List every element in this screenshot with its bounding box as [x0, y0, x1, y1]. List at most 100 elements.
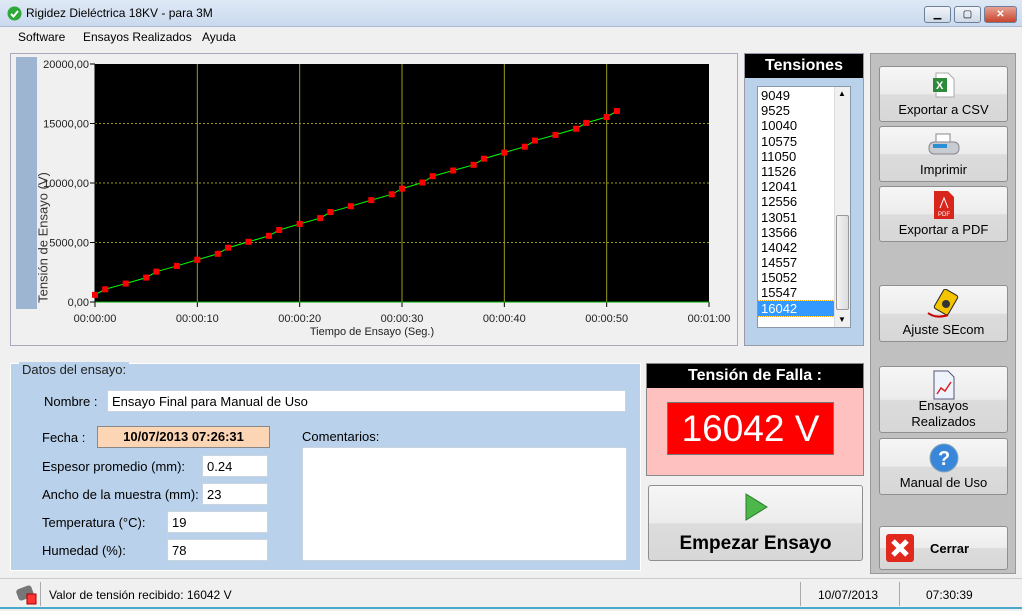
x-axis-label: Tiempo de Ensayo (Seg.) [310, 326, 434, 338]
data-point [603, 113, 610, 120]
tension-list-item[interactable]: 12556 [761, 194, 798, 210]
tension-list-item[interactable]: 14557 [761, 255, 798, 271]
data-point [122, 280, 129, 287]
window-title: Rigidez Dieléctrica 18KV - para 3M [26, 6, 213, 20]
x-tick-label: 00:00:30 [381, 313, 424, 325]
data-point [194, 256, 201, 263]
data-point [613, 108, 620, 115]
tension-list-item[interactable]: 11050 [761, 148, 797, 164]
tensiones-listbox[interactable]: 9049 9525 10040 10575 11050 11526 12041 12556 13… [757, 86, 851, 328]
nombre-input[interactable]: Ensayo Final para Manual de Uso [107, 390, 626, 412]
data-point [102, 286, 109, 293]
x-tick-label: 00:00:10 [176, 313, 219, 325]
listbox-scrollbar[interactable]: ▲ ▼ [834, 87, 850, 327]
tension-list-item[interactable]: 15547 [761, 285, 798, 301]
datos-legend: Datos del ensayo: [19, 362, 130, 377]
x-tick-label: 00:00:50 [585, 313, 628, 325]
chart-document-icon [933, 370, 954, 400]
tension-list-item[interactable]: 11526 [761, 163, 797, 179]
data-point [429, 173, 436, 180]
scroll-up-icon[interactable]: ▲ [838, 89, 846, 98]
svg-text:X: X [936, 80, 944, 92]
menu-ensayos-realizados[interactable]: Ensayos Realizados [83, 30, 192, 44]
export-pdf-button[interactable]: PDF Exportar a PDF [879, 186, 1008, 242]
fecha-label: Fecha : [42, 430, 86, 445]
tension-list-item[interactable]: 9525 [761, 103, 790, 119]
tension-list-item[interactable]: 14042 [761, 239, 798, 255]
temperatura-label: Temperatura (°C): [42, 515, 146, 530]
help-icon: ? [929, 443, 958, 473]
data-point [572, 125, 579, 132]
tension-list-item[interactable]: 9049 [761, 88, 790, 103]
scroll-down-icon[interactable]: ▼ [838, 315, 846, 324]
ancho-input[interactable]: 23 [202, 483, 268, 505]
export-csv-button[interactable]: X Exportar a CSV [879, 66, 1008, 122]
espesor-label: Espesor promedio (mm): [42, 459, 186, 474]
print-button[interactable]: Imprimir [879, 126, 1008, 182]
data-point [265, 232, 272, 239]
connection-icon [16, 585, 37, 605]
tension-list-item[interactable]: 16042 [758, 299, 835, 317]
menu-software[interactable]: Software [18, 30, 66, 44]
x-tick-label: 00:01:00 [688, 313, 731, 325]
svg-text:PDF: PDF [938, 212, 950, 218]
status-date: 10/07/2013 [818, 588, 879, 602]
menu-bar: Software Ensayos Realizados Ayuda [0, 27, 1022, 48]
tension-list-item[interactable]: 13566 [761, 224, 798, 240]
data-point [419, 179, 426, 186]
data-point [225, 244, 232, 251]
data-point [153, 268, 160, 275]
printer-icon [928, 133, 959, 155]
data-point [296, 220, 303, 227]
tension-list-item[interactable]: 10575 [761, 133, 798, 149]
tension-falla-value: 16042 V [667, 402, 834, 455]
ancho-label: Ancho de la muestra (mm): [42, 487, 199, 502]
tension-list-item[interactable]: 13051 [761, 209, 798, 225]
data-point [276, 227, 283, 234]
check-icon [7, 6, 22, 21]
tension-list-item[interactable]: 15052 [761, 270, 798, 286]
data-point [317, 215, 324, 222]
empezar-ensayo-button[interactable]: Empezar Ensayo [648, 485, 863, 561]
data-point [347, 203, 354, 210]
status-divider [800, 582, 801, 606]
multimeter-icon [926, 289, 958, 318]
cerrar-button[interactable]: Cerrar [879, 526, 1008, 570]
data-point [92, 291, 98, 298]
tensiones-header: Tensiones [745, 54, 863, 78]
data-point [480, 155, 487, 162]
temperatura-input[interactable]: 19 [167, 511, 268, 533]
x-tick-label: 00:00:20 [278, 313, 321, 325]
maximize-button[interactable]: ▢ [954, 6, 981, 23]
ensayos-realizados-button[interactable]: Ensayos Realizados [879, 366, 1008, 433]
status-time: 07:30:39 [926, 588, 973, 602]
humedad-input[interactable]: 78 [167, 539, 268, 561]
data-point [173, 262, 180, 269]
data-point [470, 161, 477, 168]
status-divider [899, 582, 900, 606]
nombre-label: Nombre : [44, 394, 98, 409]
data-point [450, 167, 457, 174]
close-x-icon [886, 534, 914, 562]
espesor-input[interactable]: 0.24 [202, 455, 268, 477]
tensiones-panel: Tensiones 9049 9525 10040 10575 11050 11526 12… [744, 53, 864, 346]
side-button-panel: X Exportar a CSV Imprimir PDF Exportar a… [870, 53, 1016, 574]
tension-falla-panel: Tensión de Falla : 16042 V [646, 363, 864, 476]
title-bar: Rigidez Dieléctrica 18KV - para 3M ▁ ▢ ✕ [0, 0, 1022, 27]
x-tick-label: 00:00:00 [74, 313, 117, 325]
y-tick-label: 5000,00 [49, 238, 89, 250]
tension-list-item[interactable]: 12041 [761, 179, 798, 195]
menu-ayuda[interactable]: Ayuda [202, 30, 236, 44]
minimize-button[interactable]: ▁ [924, 6, 951, 23]
status-message: Valor de tensión recibido: 16042 V [49, 588, 232, 602]
comentarios-textarea[interactable] [302, 447, 627, 561]
close-button[interactable]: ✕ [984, 6, 1017, 23]
play-icon [745, 493, 768, 521]
ajuste-secom-button[interactable]: Ajuste SEcom [879, 285, 1008, 342]
tension-list-item[interactable]: 10040 [761, 118, 798, 134]
manual-de-uso-button[interactable]: ? Manual de Uso [879, 438, 1008, 495]
data-point [399, 185, 405, 192]
datos-ensayo-group: Datos del ensayo: Nombre : Ensayo Final … [10, 362, 641, 571]
scroll-thumb[interactable] [836, 215, 849, 310]
data-point [245, 238, 252, 245]
